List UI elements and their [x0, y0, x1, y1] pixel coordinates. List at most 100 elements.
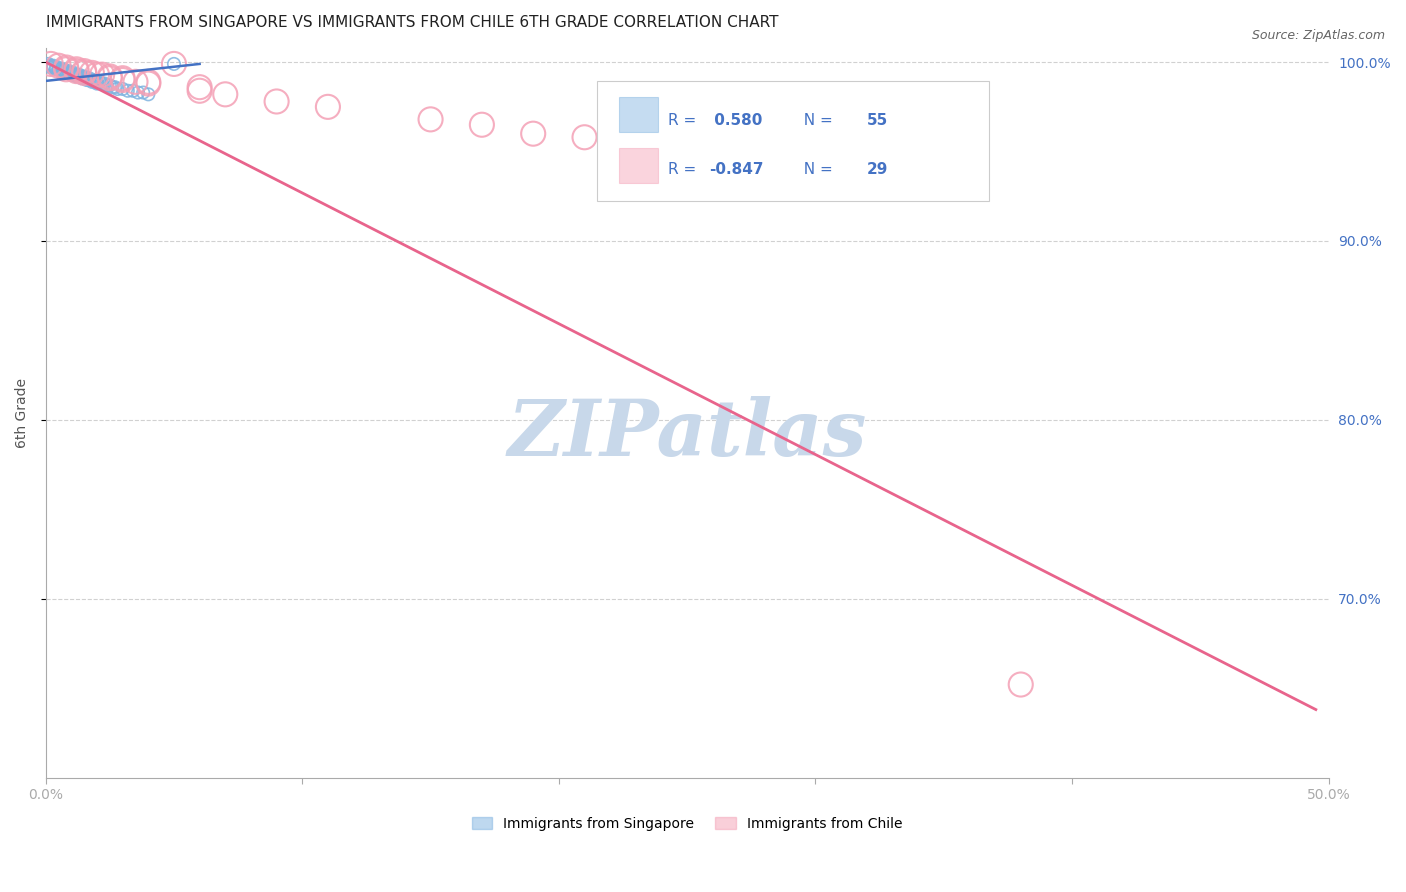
Text: R =: R =: [668, 113, 702, 128]
Text: 29: 29: [866, 162, 889, 178]
Point: [93, 77, 115, 91]
Point: [98, 78, 121, 93]
Point: [65, 62, 87, 77]
Point: [80, 66, 103, 80]
Text: R =: R =: [668, 162, 702, 178]
Point: [86, 68, 108, 82]
Point: [67, 68, 90, 82]
Point: [49, 64, 72, 78]
Point: [73, 71, 96, 86]
Point: [91, 77, 114, 91]
Point: [45, 61, 67, 75]
Point: [60, 68, 83, 82]
Point: [136, 87, 159, 102]
Point: [58, 64, 80, 78]
Point: [136, 75, 159, 89]
Legend: Immigrants from Singapore, Immigrants from Chile: Immigrants from Singapore, Immigrants fr…: [465, 811, 908, 837]
Point: [49, 62, 72, 77]
Point: [111, 73, 134, 87]
Point: [63, 66, 86, 80]
Point: [111, 71, 134, 86]
Point: [316, 100, 339, 114]
Point: [48, 59, 70, 73]
Point: [117, 84, 139, 98]
Y-axis label: 6th Grade: 6th Grade: [15, 377, 30, 448]
Point: [60, 66, 83, 80]
Point: [127, 86, 149, 100]
Point: [55, 66, 77, 80]
Point: [67, 70, 90, 84]
Point: [48, 61, 70, 75]
Point: [124, 75, 146, 89]
Point: [39, 57, 62, 71]
FancyBboxPatch shape: [619, 148, 658, 183]
Point: [163, 57, 186, 71]
Point: [96, 78, 118, 93]
Point: [83, 75, 105, 89]
Point: [39, 59, 62, 73]
Point: [163, 57, 186, 71]
Point: [132, 86, 155, 100]
Point: [73, 70, 96, 84]
Text: ZIPatlas: ZIPatlas: [508, 396, 868, 473]
Point: [70, 70, 93, 84]
Point: [136, 77, 159, 91]
Point: [79, 73, 101, 87]
Point: [65, 70, 87, 84]
Point: [1010, 677, 1032, 691]
Point: [79, 71, 101, 86]
Point: [45, 62, 67, 77]
Point: [63, 68, 86, 82]
Point: [91, 68, 114, 82]
Point: [574, 130, 596, 145]
Point: [73, 64, 96, 78]
Text: IMMIGRANTS FROM SINGAPORE VS IMMIGRANTS FROM CHILE 6TH GRADE CORRELATION CHART: IMMIGRANTS FROM SINGAPORE VS IMMIGRANTS …: [45, 15, 778, 30]
Point: [70, 71, 93, 86]
Point: [86, 75, 108, 89]
Point: [266, 95, 288, 109]
Point: [76, 73, 98, 87]
Text: 0.580: 0.580: [709, 113, 762, 128]
Point: [48, 62, 70, 77]
Text: 55: 55: [866, 113, 889, 128]
Point: [80, 73, 103, 87]
Point: [111, 82, 134, 96]
Point: [65, 68, 87, 82]
Point: [522, 127, 544, 141]
Point: [89, 75, 111, 89]
FancyBboxPatch shape: [598, 80, 988, 201]
Point: [58, 66, 80, 80]
Point: [188, 84, 211, 98]
Point: [73, 66, 96, 80]
Point: [86, 77, 108, 91]
Point: [98, 70, 121, 84]
Text: -0.847: -0.847: [709, 162, 763, 178]
Point: [52, 62, 75, 77]
Point: [101, 80, 124, 95]
Text: Source: ZipAtlas.com: Source: ZipAtlas.com: [1251, 29, 1385, 42]
Point: [42, 61, 65, 75]
Point: [52, 64, 75, 78]
Text: N =: N =: [793, 162, 837, 178]
Point: [65, 64, 87, 78]
Point: [98, 71, 121, 86]
Point: [83, 73, 105, 87]
Point: [214, 87, 236, 102]
Point: [37, 59, 59, 73]
Point: [55, 64, 77, 78]
Point: [419, 112, 441, 127]
Point: [471, 118, 494, 132]
Point: [104, 80, 127, 95]
Point: [39, 61, 62, 75]
Point: [80, 75, 103, 89]
Point: [55, 62, 77, 77]
FancyBboxPatch shape: [619, 96, 658, 132]
Text: N =: N =: [793, 113, 837, 128]
Point: [55, 61, 77, 75]
Point: [122, 84, 145, 98]
Point: [107, 82, 129, 96]
Point: [42, 59, 65, 73]
Point: [37, 57, 59, 71]
Point: [188, 80, 211, 95]
Point: [76, 71, 98, 86]
